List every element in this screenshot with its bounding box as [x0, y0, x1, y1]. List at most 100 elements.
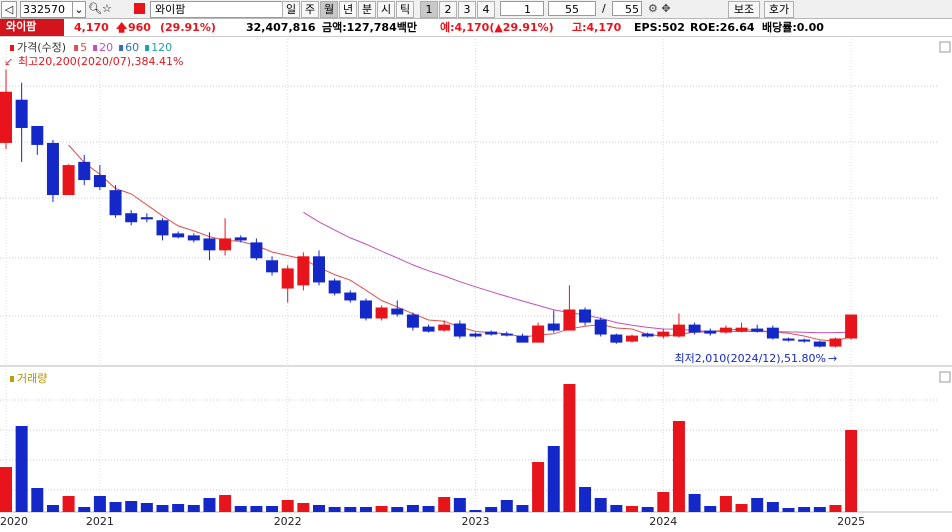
- volume-bar: [798, 507, 811, 512]
- volume-bar: [641, 507, 654, 512]
- volume-bar: [359, 507, 372, 512]
- candle-body: [469, 333, 482, 337]
- toolbar-button[interactable]: 2: [439, 1, 457, 18]
- volume-bar: [313, 505, 325, 512]
- volume-bar: [172, 504, 185, 512]
- x-tick-label: 2020: [0, 515, 28, 528]
- candle-body: [813, 341, 826, 347]
- volume-bar: [594, 498, 607, 512]
- low-arrow: →: [828, 352, 837, 365]
- dividend: 배당률:0.00: [762, 21, 824, 34]
- volume-bar: [203, 498, 216, 512]
- count-input[interactable]: 1: [500, 1, 544, 16]
- candle-body: [500, 333, 513, 336]
- toolbar-button[interactable]: 주: [301, 1, 319, 18]
- volume-bar: [469, 510, 482, 512]
- toolbar-button[interactable]: 시: [377, 1, 395, 18]
- volume: 32,407,816: [246, 21, 316, 34]
- volume-bar: [406, 505, 419, 512]
- candle-body: [641, 333, 654, 337]
- volume-bar: [829, 505, 842, 512]
- volume-bar: [31, 488, 44, 512]
- dropdown[interactable]: ⌄: [72, 1, 86, 18]
- separator: /: [602, 2, 606, 15]
- candle-body: [281, 268, 294, 289]
- day-high: 고:4,170: [572, 21, 622, 34]
- volume-title: 거래량: [17, 372, 47, 385]
- candle-body: [516, 335, 529, 343]
- code-input[interactable]: 332570: [20, 1, 74, 18]
- visible-input[interactable]: 55: [548, 1, 596, 16]
- volume-bar: [500, 500, 513, 512]
- x-tick-label: 2023: [462, 515, 490, 528]
- candle-body: [704, 330, 717, 334]
- toolbar-button[interactable]: 일: [282, 1, 300, 18]
- roe: ROE:26.64: [690, 21, 755, 34]
- volume-bar: [422, 506, 435, 512]
- tool-icons[interactable]: ⚙ ✥: [648, 2, 671, 15]
- candle-body: [547, 323, 560, 331]
- volume-bar: [672, 421, 685, 512]
- candle-body: [328, 280, 341, 294]
- candle-body: [688, 324, 701, 333]
- volume-bar: [782, 508, 795, 512]
- volume-bar: [62, 496, 75, 512]
- legend-title: 가격(수정): [17, 41, 66, 54]
- volume-bar: [281, 500, 294, 512]
- volume-bar: [563, 384, 576, 512]
- change-rate: (29.91%): [160, 21, 216, 34]
- toolbar-button[interactable]: 월: [320, 1, 338, 18]
- candle-body: [62, 165, 75, 196]
- search-icon[interactable]: 🔍︎☆: [88, 2, 112, 15]
- volume-bar: [657, 492, 670, 512]
- toolbar-button[interactable]: 틱: [396, 1, 414, 18]
- candle-body: [798, 339, 811, 342]
- candle-body: [532, 325, 545, 343]
- candle-body: [657, 331, 670, 337]
- quote-button[interactable]: 호가: [764, 1, 794, 18]
- nav-icon[interactable]: ◁: [1, 1, 17, 18]
- toolbar-button[interactable]: 1: [420, 1, 438, 18]
- panel-button[interactable]: [939, 41, 951, 53]
- legend-entry: 60: [125, 41, 139, 54]
- volume-bar: [125, 501, 138, 512]
- color-mark: [134, 3, 145, 14]
- toolbar-button[interactable]: 4: [477, 1, 495, 18]
- volume-bar: [156, 505, 169, 512]
- candle-body: [15, 99, 28, 128]
- volume-bar: [719, 496, 732, 512]
- volume-bar: [485, 507, 498, 512]
- high-label: 최고20,200(2020/07),384.41%: [18, 55, 183, 68]
- candle-body: [359, 300, 372, 319]
- legend-swatch: [119, 45, 124, 51]
- volume-bar: [547, 446, 560, 512]
- volume-bar: [250, 506, 263, 512]
- candle-body: [626, 335, 638, 342]
- toolbar-button[interactable]: 분: [358, 1, 376, 18]
- candle-body: [297, 256, 310, 286]
- volume-bar: [704, 506, 717, 512]
- volume-bar: [234, 506, 247, 512]
- panel-button[interactable]: [939, 371, 951, 383]
- volume-bar: [46, 505, 59, 512]
- x-tick-label: 2021: [86, 515, 114, 528]
- candle-body: [46, 142, 59, 196]
- volume-bar: [735, 504, 748, 512]
- candle-body: [93, 175, 106, 188]
- volume-bar: [328, 507, 341, 512]
- volume-bar: [187, 505, 200, 512]
- candle-body: [438, 324, 451, 331]
- volume-bar: [266, 506, 279, 512]
- legend-swatch: [10, 376, 14, 382]
- aux-button[interactable]: 보조: [728, 1, 760, 18]
- x-tick-label: 2022: [274, 515, 302, 528]
- volume-bar: [0, 467, 12, 512]
- toolbar-button[interactable]: 년: [339, 1, 357, 18]
- toolbar-button[interactable]: 3: [458, 1, 476, 18]
- volume-bar: [109, 502, 122, 512]
- volume-bar: [532, 462, 545, 512]
- x-tick-label: 2024: [649, 515, 677, 528]
- legend-entry: 5: [80, 41, 87, 54]
- candle-body: [219, 238, 232, 251]
- volume-bar: [297, 503, 310, 512]
